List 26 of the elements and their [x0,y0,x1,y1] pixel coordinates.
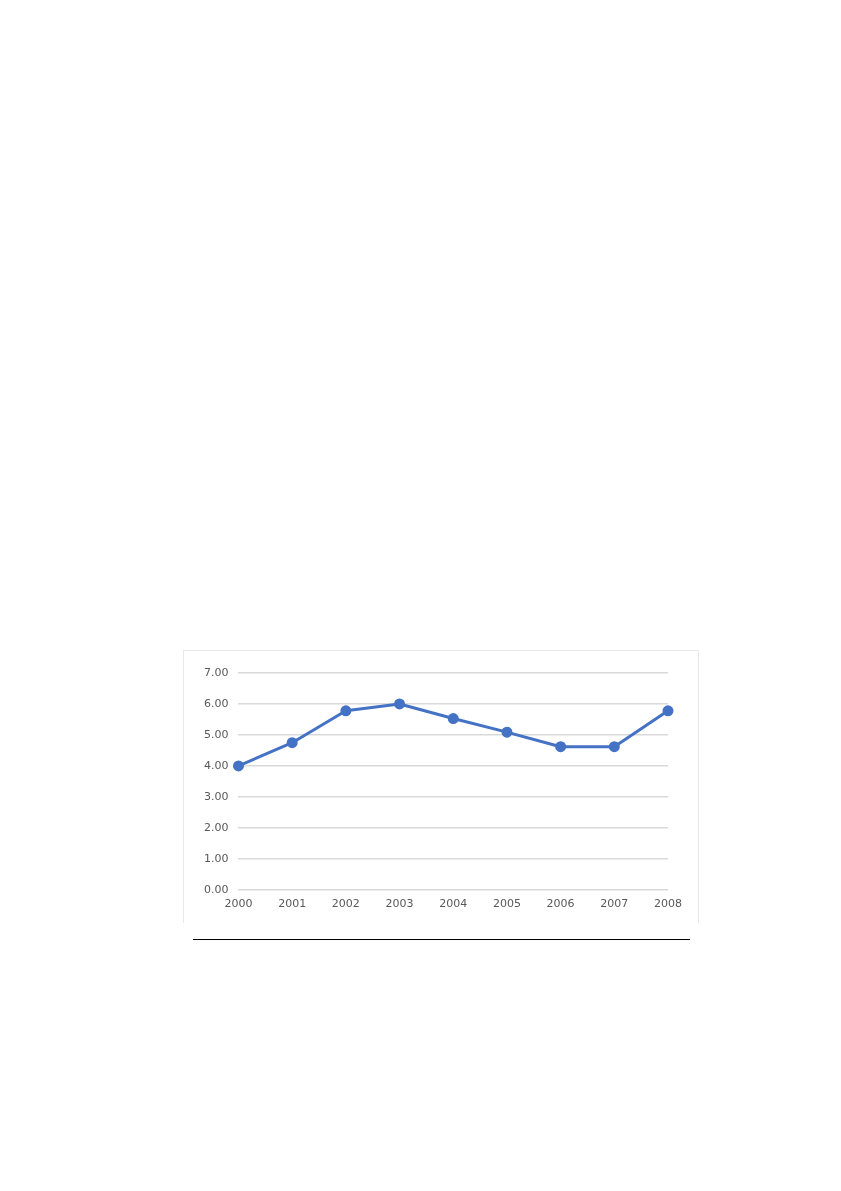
y-tick-label: 1.00 [203,851,229,865]
x-tick-label: 2007 [600,897,629,911]
point [394,698,406,710]
y-tick-label: 7.00 [203,665,229,679]
point [447,713,459,725]
y-tick-label: 3.00 [203,789,229,803]
x-tick-label: 2004 [439,897,468,911]
y-tick-label: 2.00 [203,820,229,834]
x-tick-label: 2002 [331,897,360,911]
y-tick-label: 6.00 [203,696,229,710]
point [555,741,567,753]
x-tick-label: 2005 [492,897,521,911]
point [662,705,674,717]
point [286,737,298,749]
x-tick-label: 2000 [224,897,253,911]
y-tick-label: 4.00 [203,758,229,772]
point [232,760,244,772]
x-tick-label: 2001 [278,897,307,911]
y-tick-label: 5.00 [203,727,229,741]
y-tick-label: 0.00 [203,882,229,896]
point [501,726,513,738]
point [608,741,620,753]
x-tick-label: 2008 [654,897,682,911]
x-tick-label: 2006 [546,897,575,911]
x-tick-label: 2003 [385,897,414,911]
point [340,705,352,717]
